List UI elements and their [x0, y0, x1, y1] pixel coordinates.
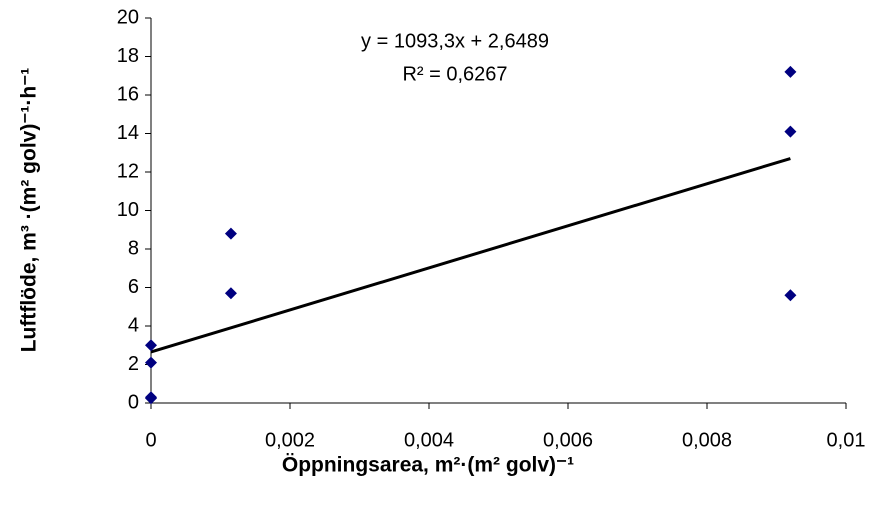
y-tick-label: 12: [117, 160, 139, 182]
data-point: [145, 339, 157, 352]
y-tick-label: 6: [128, 276, 139, 298]
r-squared: R² = 0,6267: [402, 63, 507, 85]
y-tick-label: 2: [128, 353, 139, 375]
x-tick-label: 0,01: [827, 429, 866, 451]
data-point: [145, 356, 157, 369]
data-point: [784, 289, 797, 302]
x-tick-label: 0: [145, 429, 156, 451]
x-axis-title: Öppningsarea, m²·(m² golv)⁻¹: [282, 454, 574, 477]
y-tick-label: 14: [117, 122, 139, 144]
y-tick-label: 20: [117, 6, 139, 28]
y-tick-label: 8: [128, 237, 139, 259]
y-axis-title: Luftflöde, m³ ·(m² golv)⁻¹·h⁻¹: [18, 68, 41, 353]
y-tick-label: 4: [128, 314, 139, 336]
x-tick-label: 0,002: [265, 429, 315, 451]
data-point: [145, 392, 157, 405]
data-point: [224, 227, 237, 240]
data-point: [784, 125, 797, 138]
x-tick-label: 0,006: [543, 429, 593, 451]
trendline: [150, 157, 791, 354]
y-tick-label: 16: [117, 83, 139, 105]
equation: y = 1093,3x + 2,6489: [361, 30, 549, 52]
y-tick-label: 0: [128, 391, 139, 413]
data-point: [784, 65, 797, 78]
x-tick-label: 0,004: [404, 429, 454, 451]
x-tick-label: 0,008: [682, 429, 732, 451]
y-tick-label: 18: [117, 45, 139, 67]
data-point: [224, 287, 237, 300]
y-tick-label: 10: [117, 199, 139, 221]
